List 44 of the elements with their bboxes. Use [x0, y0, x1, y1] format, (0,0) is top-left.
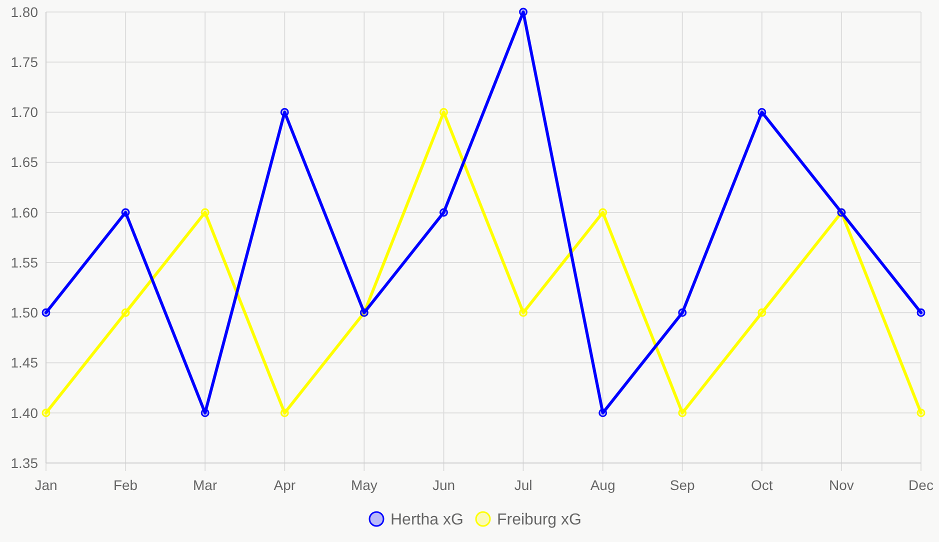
point: [916, 308, 926, 317]
x-tick-label: Aug: [590, 477, 616, 493]
point: [42, 308, 50, 317]
x-tick-label: Apr: [274, 477, 296, 493]
point: [916, 408, 926, 418]
legend-label: Freiburg xG: [497, 512, 582, 529]
point: [678, 308, 687, 317]
point: [758, 308, 766, 317]
point: [200, 408, 210, 418]
point: [758, 108, 766, 116]
x-tick-label: Nov: [829, 477, 854, 493]
x-tick-label: Jul: [514, 477, 532, 493]
point: [519, 308, 528, 317]
x-tick-label: Oct: [751, 477, 773, 493]
point: [598, 408, 608, 418]
point: [519, 8, 528, 16]
y-tick-label: 1.80: [10, 4, 38, 20]
x-tick-label: Jun: [432, 477, 456, 493]
point: [598, 208, 608, 217]
y-tick-label: 1.65: [10, 154, 38, 170]
x-tick-label: Jan: [34, 477, 58, 493]
x-tick-label: Sep: [670, 477, 696, 493]
legend-label: Hertha xG: [390, 512, 464, 529]
point: [280, 408, 289, 418]
x-tick-label: Feb: [113, 477, 138, 493]
y-tick-label: 1.50: [10, 304, 38, 321]
x-tick-label: Mar: [193, 477, 218, 493]
x-tick-label: Dec: [908, 477, 934, 493]
x-tick-label: May: [350, 477, 378, 493]
point: [42, 408, 50, 418]
point: [280, 108, 289, 116]
point: [121, 208, 130, 217]
point: [439, 108, 448, 116]
y-tick-label: 1.45: [10, 354, 38, 371]
point: [678, 408, 687, 418]
y-tick-label: 1.75: [10, 54, 38, 70]
point: [200, 208, 210, 217]
y-tick-label: 1.35: [10, 454, 38, 471]
y-tick-label: 1.70: [10, 104, 38, 120]
y-tick-label: 1.60: [10, 204, 38, 220]
y-tick-label: 1.40: [10, 404, 38, 421]
y-tick-label: 1.55: [10, 254, 38, 270]
point: [439, 208, 448, 217]
point: [121, 308, 130, 317]
